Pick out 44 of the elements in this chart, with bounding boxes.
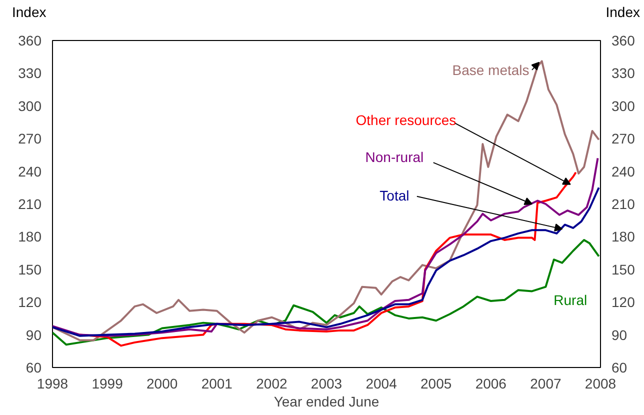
x-tick-label: 2003 [310, 376, 342, 392]
y2-tick-label: 330 [612, 65, 636, 82]
y2-tick-label: 270 [612, 130, 636, 147]
y2-tick-label: 150 [612, 261, 636, 278]
y-tick-label: 330 [18, 65, 42, 82]
y-tick-label: 180 [18, 228, 42, 245]
y2-tick-label: 60 [612, 360, 628, 376]
series-label: Base metals [452, 62, 530, 78]
y2-tick-label: 180 [612, 228, 636, 245]
y-tick-label: 210 [18, 196, 42, 212]
x-axis-title: Year ended June [274, 394, 380, 410]
y-tick-label: 120 [18, 294, 42, 310]
x-tick-label: 2004 [366, 376, 398, 392]
line-series [52, 238, 600, 346]
x-tick-label: 1999 [92, 376, 124, 392]
y-tick-label: 90 [26, 326, 42, 343]
x-tick-label: 2001 [201, 376, 233, 392]
line-series [52, 60, 600, 342]
y-tick-label: 270 [18, 130, 42, 147]
x-tick-label: 2008 [584, 376, 616, 392]
x-tick-label: 1998 [36, 376, 68, 392]
y-tick-label: 300 [18, 98, 42, 114]
text: Total [380, 187, 410, 204]
y-tick-label: 150 [18, 261, 42, 278]
y-axis-title: Index [12, 3, 46, 22]
line-series [52, 186, 600, 337]
y2-tick-label: 300 [612, 98, 636, 114]
y2-tick-label: 210 [612, 196, 636, 212]
text: Non-rural [365, 149, 424, 166]
x-tick-label: 2002 [256, 376, 288, 392]
y2-axis-title: Index [606, 3, 640, 22]
y-tick-label: 60 [26, 360, 42, 376]
series-label: Rural [554, 292, 588, 308]
x-tick-label: 2006 [475, 376, 507, 392]
y2-tick-label: 240 [612, 163, 636, 180]
y2-tick-label: 90 [612, 326, 628, 343]
y-tick-label: 360 [18, 32, 42, 48]
y-tick-label: 240 [18, 163, 42, 180]
x-tick-label: 2000 [146, 376, 178, 392]
y2-tick-label: 120 [612, 294, 636, 310]
y2-tick-label: 360 [612, 32, 636, 48]
x-tick-label: 2005 [420, 376, 452, 392]
text: Other resources [356, 112, 456, 128]
x-tick-label: 2007 [530, 376, 562, 392]
